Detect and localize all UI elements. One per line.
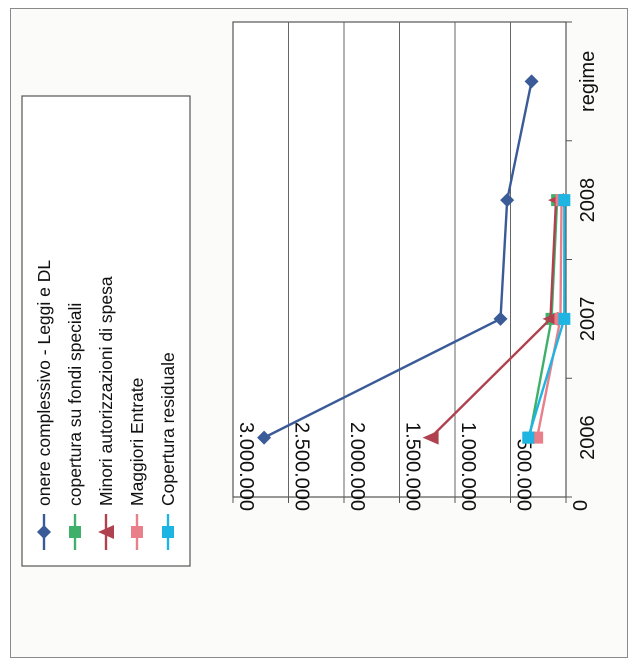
series-layer	[257, 74, 571, 445]
legend-item: onere complessivo - Leggi e DL	[34, 260, 54, 550]
legend-label: Minori autorizzazioni di spesa	[96, 276, 116, 506]
value-tick-label: 1.000.000	[457, 422, 479, 511]
series-0	[257, 74, 539, 445]
data-point	[558, 194, 571, 207]
legend-item: Minori autorizzazioni di spesa	[96, 276, 116, 550]
series-4	[522, 194, 571, 444]
data-point	[558, 312, 571, 325]
legend-label: Maggiori Entrate	[127, 378, 147, 506]
legend-marker	[131, 526, 143, 538]
category-tick-label: 2006	[577, 415, 599, 460]
value-tick-label: 2.500.000	[291, 422, 313, 511]
legend-label: copertura su fondi speciali	[65, 303, 85, 506]
legend-item: Copertura residuale	[158, 352, 178, 550]
category-tick-label: 2007	[577, 297, 599, 342]
legend-marker	[69, 526, 81, 538]
value-tick-label: 500.000	[513, 439, 535, 511]
legend-box	[21, 95, 191, 567]
legend-marker	[98, 525, 114, 539]
data-point	[422, 430, 439, 445]
legend: onere complessivo - Leggi e DL copertura …	[21, 95, 191, 567]
data-point	[524, 74, 539, 89]
legend-label: Copertura residuale	[158, 352, 178, 506]
value-tick-label: 0	[568, 500, 590, 511]
value-tick-label: 3.000.000	[235, 422, 257, 511]
category-tick-label: 2008	[577, 178, 599, 223]
legend-marker	[162, 526, 174, 538]
data-point	[493, 311, 508, 326]
data-point	[500, 193, 515, 208]
legend-label: onere complessivo - Leggi e DL	[34, 260, 54, 506]
legend-marker	[37, 525, 51, 539]
axis-layer: 0 500.000 1.000.000 1.500.000 2.000.000 2.500…	[232, 21, 599, 511]
legend-item: copertura su fondi speciali	[65, 303, 85, 550]
category-tick-label: regime	[577, 51, 599, 112]
data-point	[257, 430, 272, 445]
value-tick-label: 2.000.000	[346, 422, 368, 511]
data-point	[522, 431, 535, 444]
plot-area	[232, 21, 567, 498]
legend-item: Maggiori Entrate	[127, 378, 147, 550]
series-line	[263, 81, 533, 439]
value-tick-label: 1.500.000	[402, 422, 424, 511]
